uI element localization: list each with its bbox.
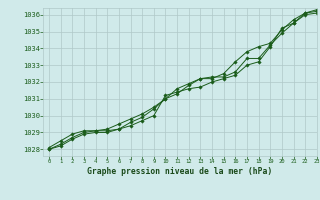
X-axis label: Graphe pression niveau de la mer (hPa): Graphe pression niveau de la mer (hPa) [87, 167, 273, 176]
